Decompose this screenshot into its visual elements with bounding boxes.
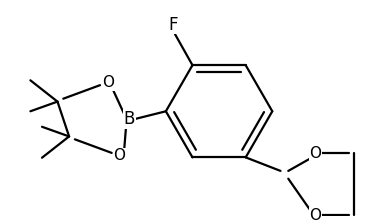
Text: O: O	[113, 148, 125, 163]
Text: B: B	[123, 110, 135, 128]
Text: F: F	[169, 16, 178, 33]
Text: O: O	[309, 208, 321, 223]
Text: O: O	[102, 75, 114, 90]
Text: O: O	[309, 146, 321, 161]
